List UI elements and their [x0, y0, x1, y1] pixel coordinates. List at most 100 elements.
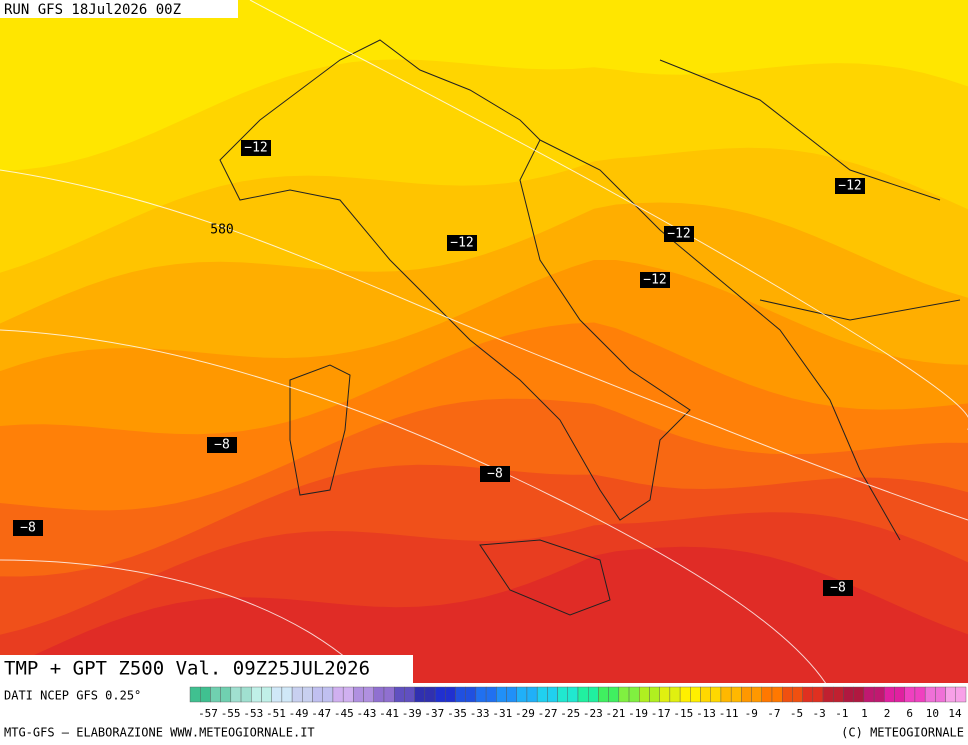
scale-swatch [812, 686, 824, 703]
scale-label: -51 [266, 707, 286, 720]
contour-label: −8 [20, 521, 36, 536]
scale-swatch [914, 686, 926, 703]
scale-swatch [955, 686, 967, 703]
scale-label: 6 [906, 707, 913, 720]
scale-label: -27 [538, 707, 558, 720]
contour-label-box [664, 226, 694, 242]
scale-label: -1 [835, 707, 848, 720]
scale-swatch [271, 686, 283, 703]
scale-swatch [873, 686, 885, 703]
scale-swatch [547, 686, 558, 703]
geopotential-lines [0, 0, 968, 690]
scale-label: -5 [790, 707, 803, 720]
scale-label: -11 [719, 707, 739, 720]
scale-label: -7 [767, 707, 780, 720]
scale-swatch [506, 686, 517, 703]
contour-label-box [207, 437, 237, 453]
scale-swatch [894, 686, 905, 703]
scale-swatch [434, 686, 446, 703]
scale-swatch [424, 686, 436, 703]
scale-label: -53 [243, 707, 263, 720]
scale-swatch [853, 686, 865, 703]
scale-swatch [353, 686, 364, 703]
scale-swatch [302, 686, 313, 703]
scale-label: -31 [492, 707, 512, 720]
scale-swatch [782, 686, 793, 703]
scale-swatch [404, 686, 415, 703]
scale-swatch [802, 686, 814, 703]
scale-label: -41 [379, 707, 399, 720]
contour-label-box [835, 178, 865, 194]
contour-label-box [480, 466, 510, 482]
scale-label: -3 [813, 707, 826, 720]
scale-label: -15 [673, 707, 693, 720]
temperature-field [0, 0, 968, 684]
copyright: (C) METEOGIORNALE [841, 726, 964, 740]
scale-label: -55 [221, 707, 241, 720]
credit: MTG-GFS – ELABORAZIONE WWW.METEOGIORNALE… [4, 726, 315, 740]
source: DATI NCEP GFS 0.25° [4, 689, 141, 703]
scale-label: -35 [447, 707, 467, 720]
scale-swatch [751, 686, 762, 703]
scale-swatch [884, 686, 895, 703]
scale-swatch [720, 686, 732, 703]
scale-swatch [935, 686, 946, 703]
scale-swatch [771, 686, 783, 703]
color-scale: -57 -55 -53 -51 -49 -47 -45 -43 -41 -39 -37 -35 -33-… [189, 686, 967, 720]
scale-swatch [608, 686, 620, 703]
contour-label: −12 [450, 236, 473, 251]
scale-swatch [649, 686, 660, 703]
scale-swatch [536, 686, 548, 703]
scale-swatch [363, 686, 374, 703]
scale-swatch [189, 686, 201, 703]
scale-swatch [669, 686, 681, 703]
scale-label: -49 [289, 707, 309, 720]
scale-swatch [485, 686, 497, 703]
scale-label: -37 [424, 707, 444, 720]
contour-label: −12 [643, 273, 666, 288]
scale-label: -21 [606, 707, 626, 720]
scale-swatch [455, 686, 466, 703]
run-box [0, 0, 238, 18]
scale-label: -57 [198, 707, 218, 720]
scale-swatch [659, 686, 671, 703]
scale-swatch [822, 686, 834, 703]
scale-swatch [598, 686, 609, 703]
scale-swatch [945, 686, 956, 703]
scale-label: 14 [948, 707, 962, 720]
contour-label: −8 [830, 581, 846, 596]
scale-swatch [261, 686, 272, 703]
scale-swatch [588, 686, 599, 703]
scale-swatch [567, 686, 579, 703]
scale-swatch [761, 686, 773, 703]
scale-swatch [577, 686, 589, 703]
scale-swatch [230, 686, 242, 703]
contour-label-box [13, 520, 43, 536]
contour-label-box [640, 272, 670, 288]
scale-swatch [628, 686, 640, 703]
scale-swatch [322, 686, 334, 703]
scale-label: 1 [861, 707, 868, 720]
scale-label: -39 [402, 707, 422, 720]
scale-swatch [475, 686, 487, 703]
title-box [0, 655, 413, 683]
scale-label: -9 [745, 707, 758, 720]
scale-swatch [332, 686, 344, 703]
contour-label: −12 [838, 179, 861, 194]
scale-swatch [639, 686, 650, 703]
contour-label-box [241, 140, 271, 156]
scale-swatch [394, 686, 405, 703]
scale-swatch [730, 686, 742, 703]
scale-label: -29 [515, 707, 535, 720]
scale-swatch [833, 686, 844, 703]
scale-swatch [690, 686, 701, 703]
scale-label: -45 [334, 707, 354, 720]
scale-label: -19 [628, 707, 648, 720]
scale-swatch [281, 686, 293, 703]
scale-swatch [383, 686, 395, 703]
scale-swatch [710, 686, 722, 703]
scale-swatch [843, 686, 854, 703]
run-label: RUN GFS 18Jul2026 00Z [4, 2, 181, 18]
scale-swatch [516, 686, 528, 703]
